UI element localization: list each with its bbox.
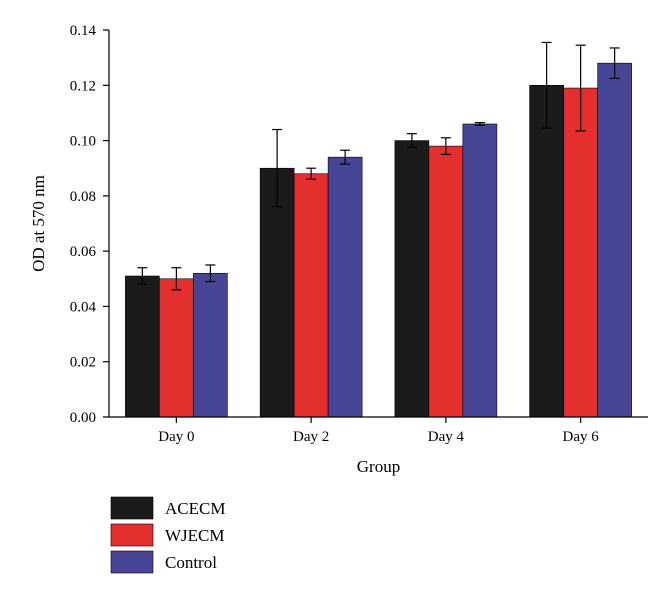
legend-swatch [110, 496, 154, 520]
bar-wjecm-day-4 [428, 145, 464, 418]
error-bars-layer [137, 41, 620, 291]
error-bar [171, 267, 182, 291]
error-bar [440, 137, 451, 155]
error-bar [474, 122, 485, 126]
legend-label: WJECM [165, 526, 225, 545]
y-tick-label: 0.08 [70, 189, 96, 205]
y-tick-label: 0.06 [70, 244, 97, 260]
bar-control-day-4 [462, 123, 498, 418]
legend-item-wjecm: WJECM [110, 523, 225, 547]
error-bar [609, 47, 620, 79]
error-bar [541, 41, 552, 129]
y-axis-ticks: 0.00 0.02 0.04 0.06 0.08 0.10 0.12 0.14 [70, 23, 109, 426]
bar-wjecm-day-0 [159, 278, 194, 418]
y-tick-label: 0.02 [70, 355, 96, 371]
error-bar [137, 267, 148, 285]
bars-layer [125, 62, 632, 418]
x-tick-label: Day 0 [158, 429, 194, 445]
legend: ACECM WJECM Control [110, 496, 225, 574]
bar-control-day-0 [193, 272, 228, 418]
error-bar [306, 167, 317, 180]
x-tick-label: Day 6 [563, 429, 600, 445]
error-bar [205, 264, 216, 283]
y-axis-title: OD at 570 nm [29, 175, 48, 272]
y-tick-label: 0.00 [70, 410, 96, 426]
bar-control-day-2 [327, 156, 363, 418]
legend-item-acecm: ACECM [110, 496, 225, 520]
legend-item-control: Control [110, 550, 217, 574]
y-tick-label: 0.04 [70, 299, 97, 315]
bar-wjecm-day-2 [293, 173, 329, 418]
error-bar [575, 44, 586, 132]
legend-swatch [110, 550, 154, 574]
x-axis-title: Group [357, 457, 400, 476]
bar-control-day-6 [597, 62, 632, 418]
legend-swatch [110, 523, 154, 547]
error-bar [406, 133, 417, 149]
x-tick-label: Day 4 [428, 429, 465, 445]
legend-label: Control [165, 553, 217, 572]
bar-wjecm-day-6 [563, 87, 598, 418]
y-tick-label: 0.10 [70, 134, 96, 150]
x-axis-ticks: Day 0 Day 2 Day 4 Day 6 [158, 417, 599, 445]
bar-acecm-day-2 [259, 167, 295, 418]
x-tick-label: Day 2 [293, 429, 329, 445]
bar-acecm-day-4 [394, 140, 430, 418]
error-bar [272, 128, 283, 208]
y-tick-label: 0.14 [70, 23, 97, 39]
bar-acecm-day-0 [125, 275, 160, 418]
legend-label: ACECM [165, 499, 225, 518]
bar-acecm-day-6 [529, 84, 564, 418]
y-tick-label: 0.12 [70, 78, 96, 94]
error-bar [340, 149, 351, 165]
